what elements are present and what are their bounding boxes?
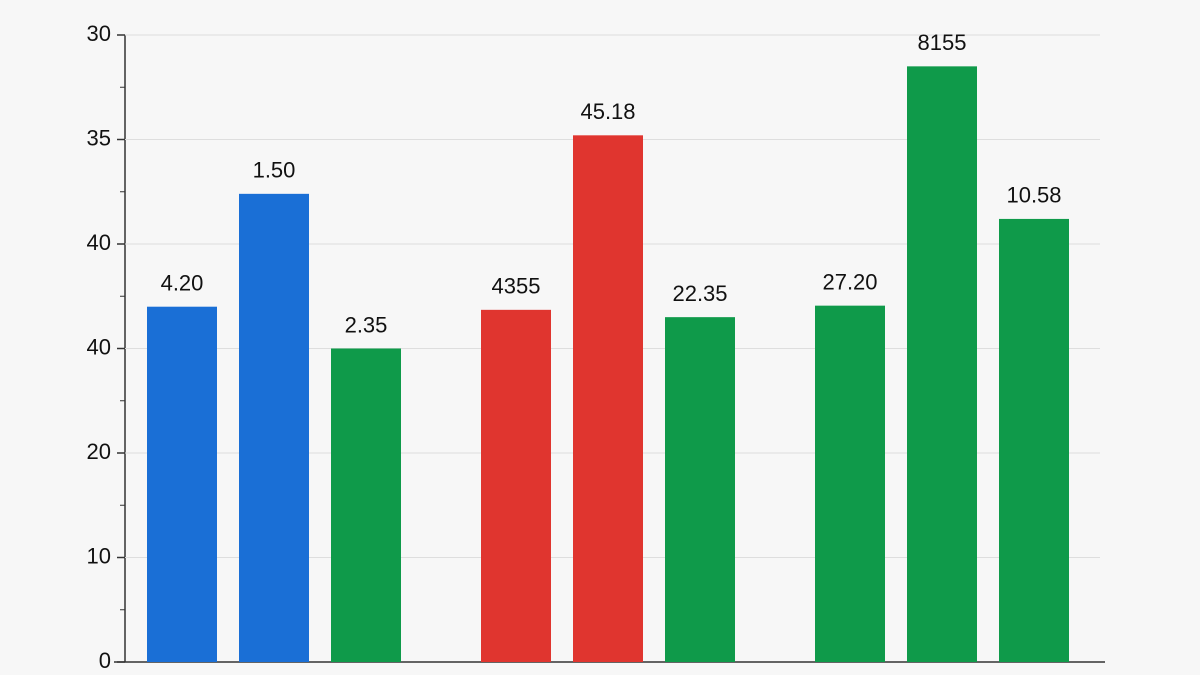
value-label: 8155 — [918, 30, 967, 55]
y-tick-label: 40 — [87, 334, 111, 359]
y-tick-label: 35 — [87, 125, 111, 150]
value-label: 4355 — [492, 274, 541, 299]
bar — [815, 305, 885, 662]
bar — [147, 306, 217, 662]
y-tick-label: 30 — [87, 21, 111, 46]
y-tick-label: 40 — [87, 230, 111, 255]
bar — [481, 309, 551, 662]
bar — [239, 193, 309, 662]
bar — [665, 317, 735, 662]
value-label: 27.20 — [822, 269, 877, 294]
value-label: 1.50 — [253, 158, 296, 183]
bar — [573, 135, 643, 662]
value-label: 4.20 — [161, 271, 204, 296]
value-label: 22.35 — [672, 281, 727, 306]
value-label: 2.35 — [345, 312, 388, 337]
y-tick-label: 10 — [87, 543, 111, 568]
bar — [907, 66, 977, 663]
bar — [331, 348, 401, 662]
y-tick-label: 20 — [87, 439, 111, 464]
value-label: 45.18 — [580, 99, 635, 124]
y-tick-label: 0 — [99, 648, 111, 673]
value-label: 10.58 — [1006, 183, 1061, 208]
bar — [999, 218, 1069, 663]
